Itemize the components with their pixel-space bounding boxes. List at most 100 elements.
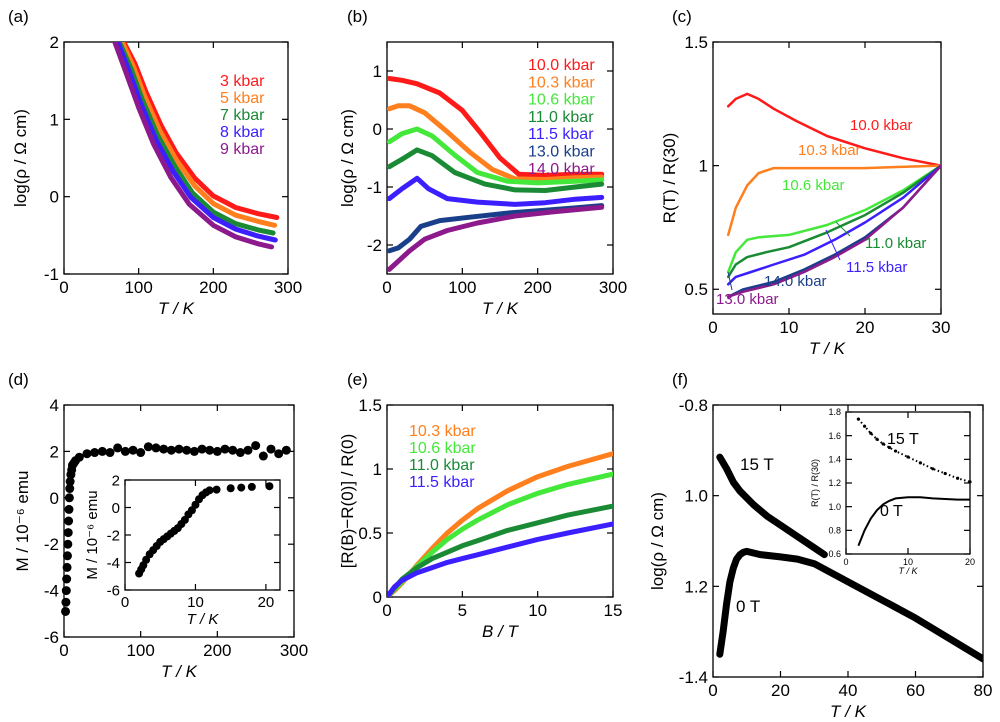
y-axis-label: R(T) / R(30) xyxy=(660,133,679,224)
data-point xyxy=(62,574,72,584)
data-point xyxy=(82,449,92,459)
data-point xyxy=(64,516,74,526)
data-point xyxy=(105,448,115,458)
panel-f: 0 20 40 60 80 -1.4 1.2 1.0 -0.8 T / K log(ρ / Ω cm… xyxy=(648,370,992,721)
y-tick-label: -6 xyxy=(107,582,120,599)
y-axis-label: M / 10⁻⁶ emu xyxy=(13,470,32,571)
x-tick-label: 0 xyxy=(708,681,717,700)
inset-series-0T xyxy=(857,496,970,547)
x-tick-label: 20 xyxy=(258,594,275,611)
y-tick-label: -6 xyxy=(44,628,59,647)
series-line-10-3-kbar xyxy=(726,164,941,237)
series-annotation: 10.3 kbar xyxy=(798,142,861,159)
x-axis-label: T / K xyxy=(898,566,918,576)
series-line-3-kbar xyxy=(121,42,280,220)
data-point xyxy=(189,446,199,456)
series-line-14-0-kbar xyxy=(387,204,605,272)
legend-entry: 11.0 kbar xyxy=(409,457,475,474)
data-point xyxy=(136,448,146,458)
series-group xyxy=(387,451,613,597)
inset-data-point xyxy=(237,483,246,492)
data-point xyxy=(258,451,268,461)
x-tick-label: 5 xyxy=(458,601,467,620)
x-axis-label: B / T xyxy=(482,622,520,641)
data-point xyxy=(61,586,71,596)
legend-entry: 7 kbar xyxy=(220,107,265,124)
data-point xyxy=(90,448,100,458)
panel-label: (b) xyxy=(347,7,368,26)
data-point xyxy=(274,449,284,459)
data-point xyxy=(143,442,153,452)
panel-label: (d) xyxy=(8,370,29,389)
panel-label: (a) xyxy=(8,7,29,26)
inset-curve-label: 0 T xyxy=(880,503,903,520)
y-tick-label: 0.6 xyxy=(828,549,841,559)
data-point xyxy=(61,606,71,616)
x-tick-label: 0 xyxy=(59,278,68,297)
x-tick-label: 300 xyxy=(274,278,302,297)
curve-label: 15 T xyxy=(740,455,774,474)
series-line-15-t xyxy=(716,453,828,559)
y-tick-label: 1.0 xyxy=(828,502,841,512)
series-line-9-kbar xyxy=(112,42,275,250)
y-tick-label: -1.4 xyxy=(679,668,708,687)
data-point xyxy=(220,444,230,454)
series-group xyxy=(716,453,983,663)
y-axis-label: [R(B)−R(0)] / R(0) xyxy=(338,434,357,569)
y-tick-label: 4 xyxy=(50,396,59,415)
inset-background xyxy=(846,412,970,554)
y-tick-label: 1.4 xyxy=(828,454,841,464)
series-line-10-3-kbar xyxy=(387,103,605,182)
x-tick-label: 15 xyxy=(604,601,623,620)
inset-data-point xyxy=(205,486,214,495)
inset-data-point xyxy=(226,484,235,493)
data-point xyxy=(266,444,276,454)
inset-dot xyxy=(931,467,935,471)
annotation-leader xyxy=(727,271,733,291)
y-axis-label: R(T) / R(30) xyxy=(810,459,820,507)
legend-entry: 10.6 kbar xyxy=(528,92,595,109)
y-tick-label: -2 xyxy=(107,527,120,544)
x-axis-label: T / K xyxy=(187,611,220,628)
y-tick-label: 1 xyxy=(373,460,382,479)
data-point xyxy=(62,551,72,561)
x-tick-label: 200 xyxy=(199,278,227,297)
series-line-10-6-kbar xyxy=(387,126,605,186)
inset-curve-label: 15 T xyxy=(887,431,919,448)
inset-data-point xyxy=(247,482,256,491)
y-tick-label: -2 xyxy=(44,535,59,554)
plot-frame xyxy=(63,404,295,638)
data-point xyxy=(235,448,245,458)
plot-frame xyxy=(712,41,942,315)
legend-entry: 11.0 kbar xyxy=(528,109,594,126)
series-line-11-5-kbar xyxy=(387,521,613,597)
series-line-14-0-kbar xyxy=(726,164,941,298)
series-annotation: 10.6 kbar xyxy=(782,177,845,194)
y-axis-label: log(ρ / Ω cm) xyxy=(11,109,30,207)
series-line-10-6-kbar xyxy=(726,164,941,274)
x-axis-label: T / K xyxy=(161,662,198,681)
panel-label: (c) xyxy=(672,7,692,26)
series-line-11-5-kbar xyxy=(726,164,941,286)
series-annotation: 14.0 kbar xyxy=(764,273,827,290)
x-tick-label: 20 xyxy=(771,681,790,700)
y-tick-label: 0 xyxy=(50,489,59,508)
annotation-leader xyxy=(835,221,851,237)
y-tick-label: -0.8 xyxy=(679,396,708,415)
y-tick-label: 2 xyxy=(50,442,59,461)
x-axis-label: T / K xyxy=(809,339,846,358)
x-axis-label: T / K xyxy=(158,299,195,318)
x-tick-label: 20 xyxy=(965,557,975,567)
y-tick-label: 2 xyxy=(50,33,59,52)
series-line-0-t xyxy=(716,547,983,663)
y-tick-label: 1.0 xyxy=(684,487,708,506)
data-point xyxy=(243,445,253,455)
legend-entry: 10.0 kbar xyxy=(528,57,595,74)
x-tick-label: 40 xyxy=(839,681,858,700)
inset-data-point xyxy=(265,482,274,491)
data-point xyxy=(65,477,75,487)
y-tick-label: 0 xyxy=(112,500,120,517)
series-annotation: 11.5 kbar xyxy=(846,259,907,276)
y-tick-label: 1.6 xyxy=(828,431,841,441)
